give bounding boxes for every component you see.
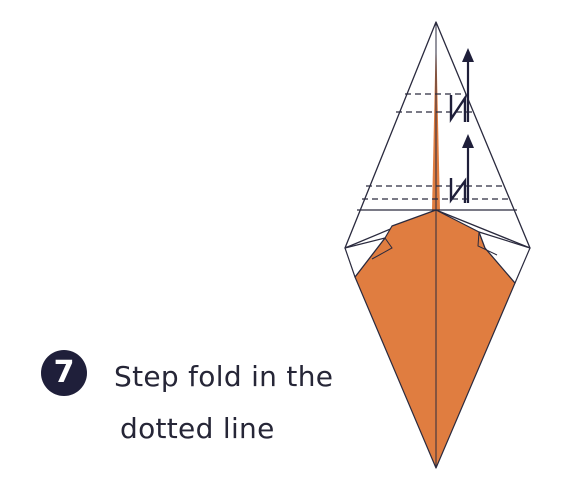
- step-fold-zigzag-icon: [449, 177, 467, 204]
- step-instruction: Step fold in the dotted line: [114, 351, 374, 455]
- step-number-badge: 7: [41, 350, 87, 396]
- left-flap-inner-corner: [371, 237, 393, 260]
- step-fold-zigzag-icon: [449, 94, 467, 123]
- arrow-up-icon: [462, 48, 474, 62]
- instruction-line-2: dotted line: [120, 412, 275, 445]
- arrow-up-icon: [462, 134, 474, 148]
- instruction-line-1: Step fold in the: [114, 360, 334, 393]
- right-white-flap: [478, 231, 531, 284]
- left-white-flap: [344, 237, 386, 278]
- right-flap-inner-corner: [477, 231, 498, 256]
